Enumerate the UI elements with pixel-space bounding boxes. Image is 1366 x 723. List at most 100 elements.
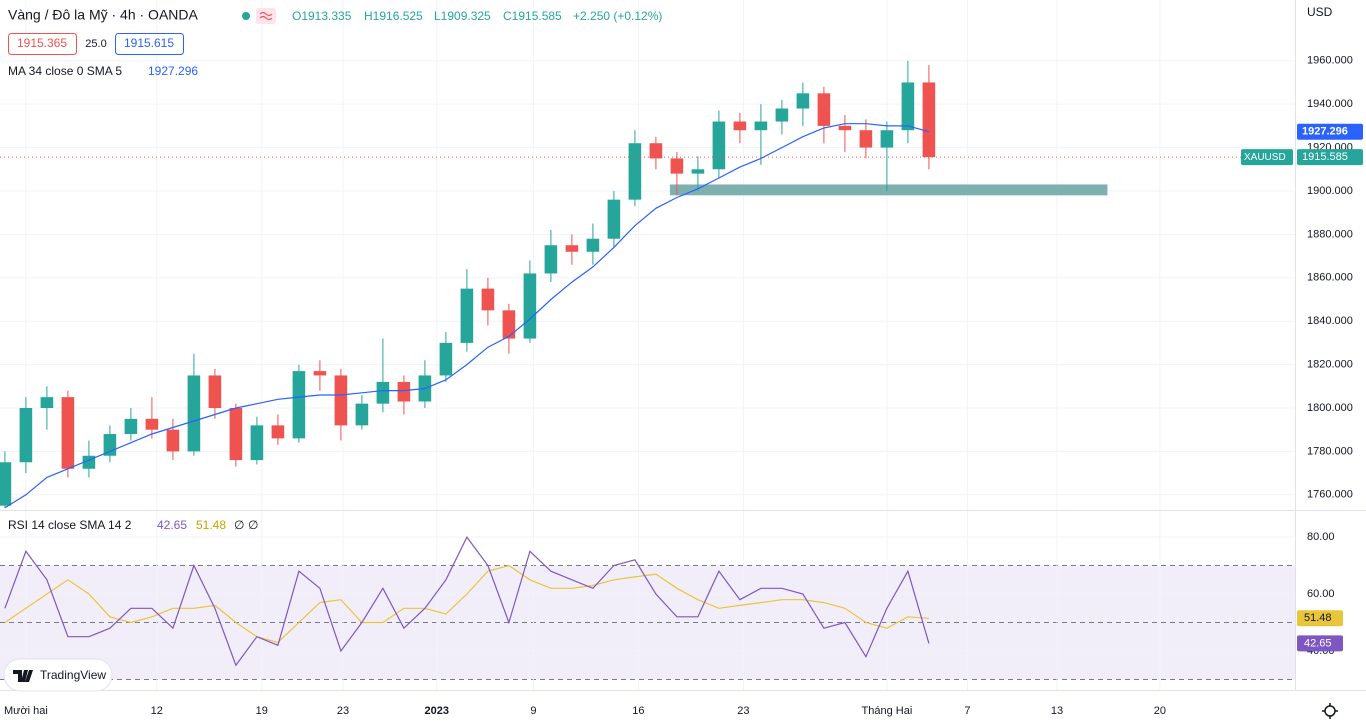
x-tick-label: 23 <box>737 705 749 717</box>
candle-body <box>187 375 201 452</box>
candle-body <box>313 371 327 376</box>
ma-price-label: 1927.296 <box>1302 126 1348 138</box>
spread: 25.0 <box>85 38 106 50</box>
x-tick-label: 9 <box>530 705 536 717</box>
ohlc-close: C1915.585 <box>503 9 562 23</box>
candle-body <box>691 169 705 174</box>
candle-body <box>838 125 852 131</box>
candle-body <box>859 130 873 148</box>
y-tick-label: 1800.000 <box>1307 402 1353 414</box>
x-tick-label: 19 <box>256 705 268 717</box>
candle-body <box>0 462 12 506</box>
ma-legend-value: 1927.296 <box>148 64 198 78</box>
symbol-title: Vàng / Đô la Mỹ · 4h · OANDA <box>8 7 199 23</box>
last-price-label: 1915.585 <box>1302 151 1348 163</box>
x-tick-label: Mười hai <box>4 705 48 717</box>
candle-body <box>817 93 831 126</box>
logo-badge[interactable] <box>3 658 113 692</box>
y-tick-label: 1880.000 <box>1307 228 1353 240</box>
candle-body <box>565 245 579 252</box>
candle-body <box>607 199 621 239</box>
ask-box[interactable] <box>115 33 184 55</box>
candle-body <box>460 288 474 343</box>
candle-body <box>397 381 411 402</box>
ma-line <box>4 123 930 509</box>
candle-body <box>103 434 117 456</box>
candle-body <box>481 288 495 311</box>
candle-body <box>670 158 684 174</box>
rsi-line <box>4 535 930 667</box>
candle-body <box>523 273 537 339</box>
symbol-box <box>1241 149 1293 166</box>
logo-icon <box>13 670 33 682</box>
candle-body <box>292 371 306 439</box>
candle-body <box>334 375 348 426</box>
ohlc-open: O1913.335 <box>292 9 352 23</box>
market-status <box>242 12 250 20</box>
ohlc-high: H1916.525 <box>364 9 423 23</box>
ma-price-box <box>1297 123 1363 140</box>
candle-body <box>166 429 180 452</box>
candle-body <box>376 381 390 404</box>
y-tick-label: 60.00 <box>1307 588 1335 600</box>
candle-body <box>754 121 768 131</box>
rsi-value-label: 42.65 <box>1304 637 1332 649</box>
gear-teeth <box>1322 703 1338 719</box>
candle-body <box>355 403 369 426</box>
y-tick-label: 80.00 <box>1307 531 1335 543</box>
rsi-value-box <box>1297 635 1343 652</box>
candle-body <box>61 397 75 469</box>
candle-body <box>922 82 936 158</box>
ohlc-change: +2.250 (+0.12%) <box>573 9 662 23</box>
candle-body <box>586 238 600 252</box>
bid-price: 1915.365 <box>17 36 67 50</box>
candle-body <box>712 121 726 170</box>
logo-text: TradingView <box>40 668 106 682</box>
y-tick-label: 1760.000 <box>1307 489 1353 501</box>
delayed-icon <box>259 11 273 21</box>
x-tick-label: 23 <box>337 705 349 717</box>
ohlc-low: L1909.325 <box>434 9 491 23</box>
rsi-line <box>4 564 929 644</box>
candle-body <box>124 418 138 435</box>
logo[interactable]: TradingView <box>3 658 113 692</box>
candle-body <box>145 418 159 430</box>
y-tick-label: 1940.000 <box>1307 98 1353 110</box>
x-tick-label: 20 <box>1154 705 1166 717</box>
candle-body <box>649 143 663 159</box>
rsi-legend-value: 42.65 <box>157 518 187 532</box>
candle-body <box>40 397 54 408</box>
rsi-legend: RSI 14 close SMA 14 2 <box>8 518 132 532</box>
settings-icon[interactable] <box>1322 703 1338 719</box>
bid-box[interactable] <box>8 33 77 55</box>
y-tick-label: 1820.000 <box>1307 359 1353 371</box>
y-tick-label: 1900.000 <box>1307 185 1353 197</box>
rsi-value-box <box>1297 610 1343 627</box>
symbol-label: XAUUSD <box>1244 152 1286 163</box>
candle-body <box>19 408 33 463</box>
x-tick-label: 7 <box>964 705 970 717</box>
candle-body <box>439 342 453 376</box>
rsi-value-label: 51.48 <box>1304 612 1332 624</box>
candle-body <box>271 425 285 439</box>
candle-body <box>733 121 747 131</box>
rsi-legend-marker: ∅ <box>234 518 244 532</box>
candle-body <box>544 245 558 274</box>
x-tick-label: Tháng Hai <box>862 705 913 717</box>
candle-body <box>502 310 516 339</box>
candle-body <box>208 375 222 408</box>
candle-body <box>775 108 789 122</box>
currency[interactable]: USD <box>1307 5 1333 19</box>
rsi-band <box>0 565 1295 680</box>
support-zone <box>669 184 1108 196</box>
candle-body <box>880 130 894 148</box>
delayed-badge <box>256 8 276 24</box>
y-tick-label: 1780.000 <box>1307 445 1353 457</box>
candle-body <box>229 408 243 461</box>
candle-body <box>901 82 915 131</box>
rsi-sma-legend-value: 51.48 <box>196 518 226 532</box>
x-tick-label: 13 <box>1051 705 1063 717</box>
price-axis <box>1295 0 1366 723</box>
rsi-legend-marker: ∅ <box>248 518 258 532</box>
